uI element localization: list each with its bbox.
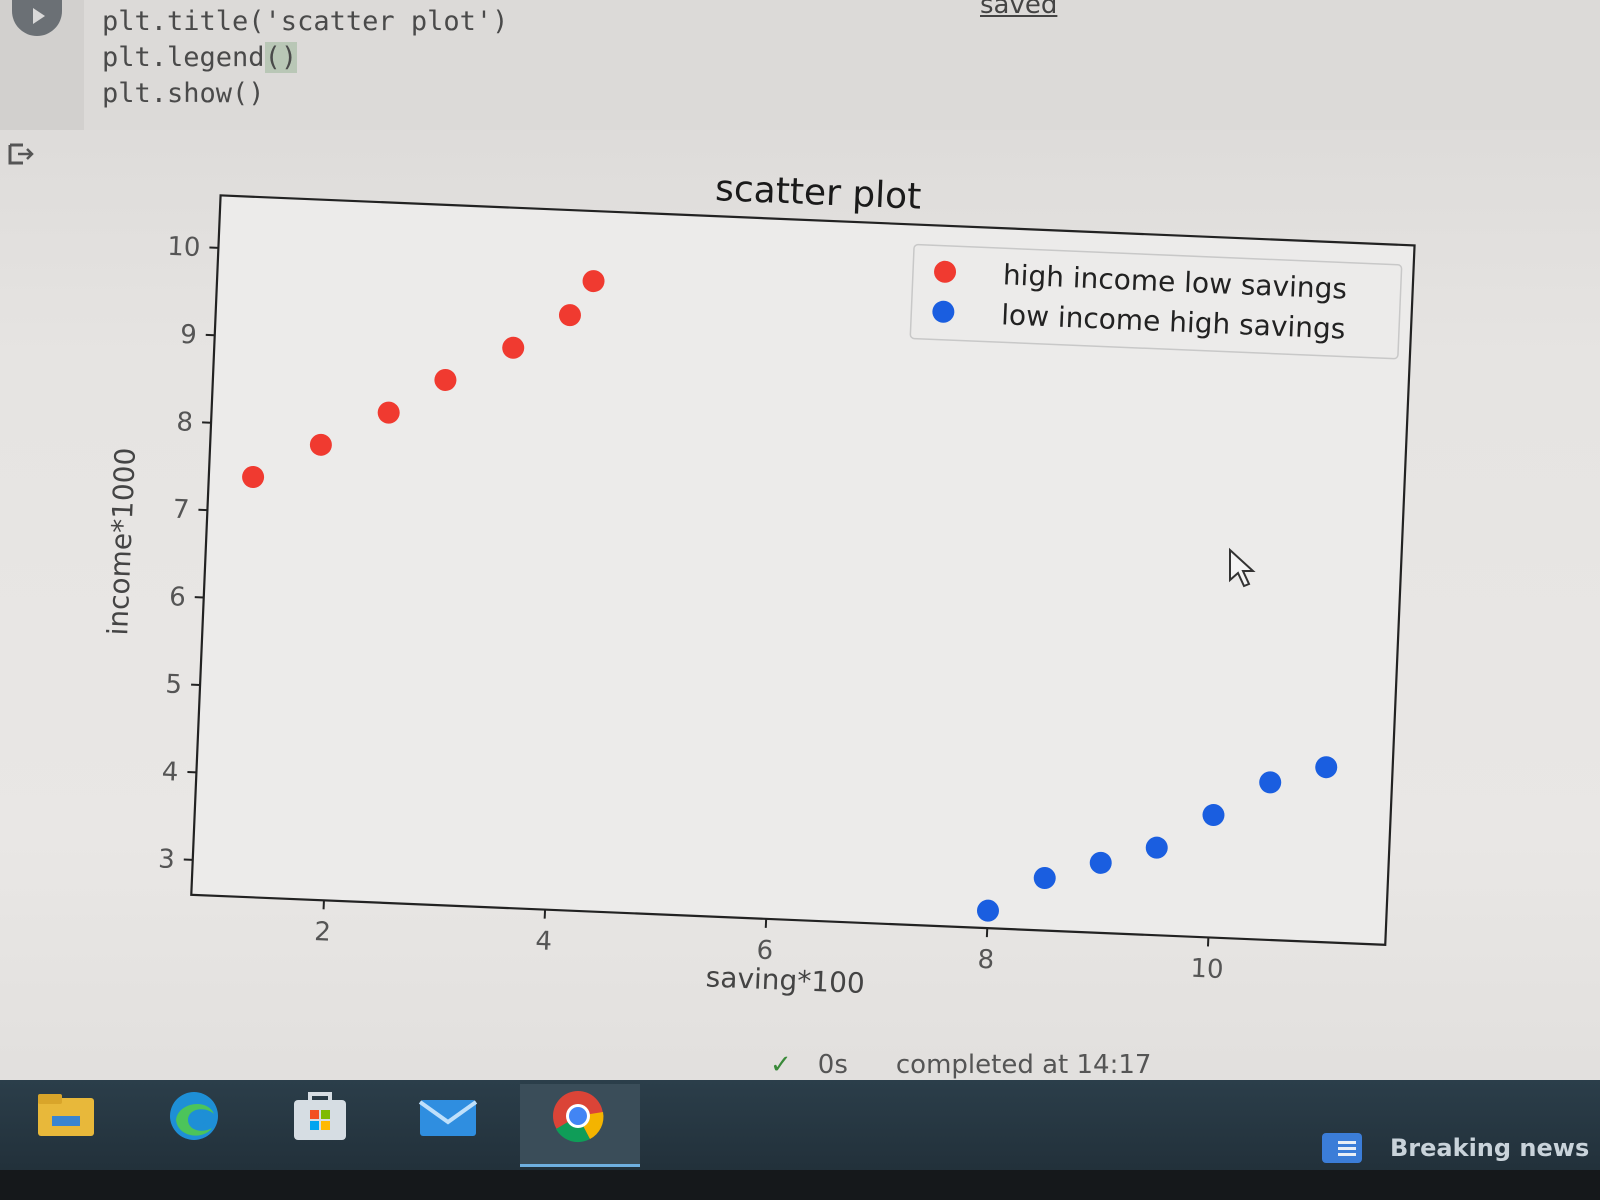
play-icon	[33, 8, 45, 24]
bracket-highlight: ()	[264, 42, 298, 73]
y-tick-label: 3	[158, 844, 176, 875]
saved-status[interactable]: saved	[980, 0, 1058, 20]
chart-group: scatter plot 2 4 6 8 10 3 4 5 6 7 8 9 10 saving*100…	[101, 168, 1416, 1000]
data-point-high-income	[242, 466, 265, 489]
y-axis-label: income*1000	[101, 447, 142, 636]
y-axis: 3 4 5 6 7 8 9 10	[158, 232, 219, 875]
y-tick-label: 7	[172, 495, 190, 526]
monitor-bezel	[0, 1170, 1600, 1200]
data-point-low-income	[1315, 756, 1338, 779]
x-axis-label: saving*100	[705, 960, 865, 1000]
y-tick-label: 8	[176, 407, 194, 438]
x-axis: 2 4 6 8 10	[314, 900, 1224, 985]
code-line-text: plt.legend	[102, 42, 265, 73]
data-point-high-income	[558, 304, 581, 327]
data-point-high-income	[502, 336, 525, 359]
edge-icon[interactable]	[162, 1088, 226, 1144]
file-explorer-icon[interactable]	[34, 1088, 98, 1144]
data-point-low-income	[976, 899, 999, 922]
y-tick-label: 4	[161, 757, 179, 788]
output-icon[interactable]	[8, 142, 34, 166]
y-tick-label: 10	[167, 232, 201, 263]
store-icon[interactable]	[288, 1088, 352, 1144]
execution-status: ✓ 0s completed at 14:17	[770, 1050, 1151, 1080]
y-tick-label: 9	[180, 320, 198, 351]
mail-icon[interactable]	[416, 1088, 480, 1144]
legend-marker	[934, 260, 957, 283]
x-tick-label: 10	[1190, 954, 1224, 985]
code-line: plt.title('scatter plot')	[102, 6, 509, 37]
y-tick-label: 5	[165, 670, 183, 701]
data-point-low-income	[1145, 836, 1168, 859]
y-tick-label: 6	[169, 582, 187, 613]
code-cell[interactable]: plt.title('scatter plot') plt.legend() p…	[0, 0, 1600, 130]
data-point-low-income	[1259, 771, 1282, 794]
plot-area	[190, 194, 1416, 946]
news-icon	[1322, 1133, 1362, 1163]
chart: scatter plot 2 4 6 8 10 3 4 5 6 7 8 9 10 saving*100…	[101, 168, 1416, 1000]
data-point-low-income	[1202, 804, 1225, 827]
news-label: Breaking news	[1390, 1134, 1590, 1162]
legend-marker	[932, 300, 955, 323]
news-widget[interactable]: Breaking news	[1322, 1128, 1589, 1168]
check-icon: ✓	[770, 1050, 792, 1080]
data-point-high-income	[309, 433, 332, 456]
execution-completed-text: completed at 14:17	[895, 1050, 1152, 1080]
execution-duration: 0s	[817, 1050, 848, 1080]
cell-gutter	[0, 0, 84, 130]
x-tick-label: 4	[535, 926, 553, 957]
chart-title: scatter plot	[714, 168, 922, 218]
chrome-icon[interactable]	[546, 1088, 610, 1144]
code-line: plt.legend()	[102, 40, 508, 76]
mouse-cursor-icon	[1229, 547, 1256, 588]
legend: high income low savings low income high …	[909, 243, 1403, 360]
legend-box	[909, 243, 1403, 360]
data-point-low-income	[1033, 867, 1056, 890]
x-tick-label: 6	[756, 936, 774, 967]
data-point-high-income	[377, 401, 400, 424]
code-editor[interactable]: plt.title('scatter plot') plt.legend() p…	[102, 4, 508, 112]
x-tick-label: 8	[977, 945, 995, 976]
data-point-low-income	[1089, 851, 1112, 874]
x-tick-label: 2	[314, 917, 332, 948]
data-point-high-income	[434, 368, 457, 391]
run-cell-button[interactable]	[12, 0, 62, 36]
code-line: plt.show()	[102, 78, 265, 109]
data-point-high-income	[582, 270, 605, 293]
data-points	[242, 270, 1338, 922]
